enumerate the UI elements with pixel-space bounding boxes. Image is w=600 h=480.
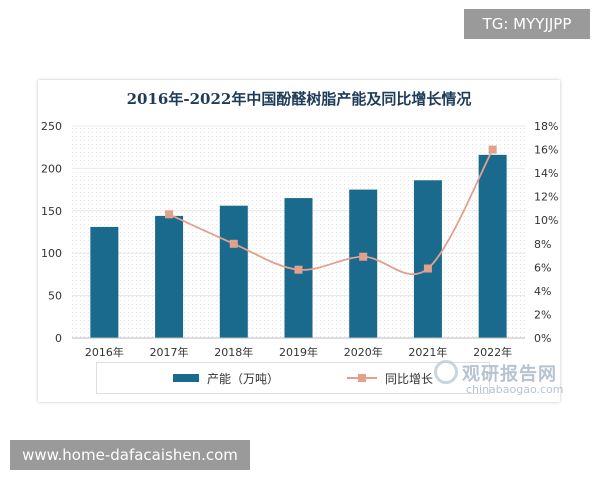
y2-axis-tick-label: 4%: [534, 285, 551, 298]
y-axis-tick-label: 200: [41, 162, 62, 175]
y2-axis-tick-label: 0%: [534, 332, 551, 345]
bar: [478, 154, 507, 338]
growth-marker: [165, 210, 174, 219]
watermark-cn: 观研报告网: [462, 364, 557, 385]
y2-axis-tick-label: 18%: [534, 120, 558, 133]
growth-marker: [229, 239, 238, 248]
legend-item-growth: 同比增长: [347, 363, 433, 393]
y2-axis-tick-label: 6%: [534, 261, 551, 274]
x-axis-tick-label: 2020年: [344, 345, 383, 359]
y2-axis-tick-label: 2%: [534, 308, 551, 321]
bar: [349, 189, 378, 338]
growth-marker: [423, 264, 432, 273]
tg-badge: TG: MYYJJPP: [464, 9, 590, 39]
legend-item-capacity: 产能（万吨）: [173, 363, 279, 393]
y2-axis-tick-label: 8%: [534, 238, 551, 251]
watermark-logo-icon: [434, 360, 458, 384]
watermark-en: chinabaogao.com: [466, 383, 564, 396]
chart-legend: 产能（万吨） 同比增长: [96, 362, 490, 394]
y-axis-tick-label: 250: [41, 120, 62, 133]
chinabaogao-watermark: 观研报告网 chinabaogao.com: [430, 356, 570, 400]
bar: [90, 226, 119, 338]
x-axis-tick-label: 2021年: [408, 345, 447, 359]
legend-bar-swatch: [173, 374, 199, 382]
y-axis-tick-label: 100: [41, 247, 62, 260]
y-axis-tick-label: 50: [48, 290, 62, 303]
growth-marker: [294, 265, 303, 274]
legend-label-growth: 同比增长: [385, 371, 434, 386]
bar: [219, 205, 248, 338]
growth-marker: [359, 252, 368, 261]
x-axis-tick-label: 2016年: [85, 345, 124, 359]
y2-axis-tick-label: 16%: [534, 144, 558, 157]
x-axis-tick-label: 2018年: [214, 345, 253, 359]
y2-axis-tick-label: 10%: [534, 214, 558, 227]
site-url-badge: www.home-dafacaishen.com: [10, 440, 250, 470]
legend-line-swatch: [347, 373, 377, 383]
growth-marker: [488, 145, 497, 154]
y2-axis-tick-label: 14%: [534, 167, 558, 180]
chart-title: 2016年-2022年中国酚醛树脂产能及同比增长情况: [126, 90, 472, 108]
legend-label-capacity: 产能（万吨）: [207, 371, 280, 386]
y-axis-tick-label: 0: [55, 332, 62, 345]
bar: [413, 180, 442, 338]
bar: [155, 215, 184, 338]
x-axis-tick-label: 2019年: [279, 345, 318, 359]
x-axis-tick-label: 2022年: [473, 345, 512, 359]
x-axis-tick-label: 2017年: [150, 345, 189, 359]
y2-axis-tick-label: 12%: [534, 191, 558, 204]
y-axis-tick-label: 150: [41, 205, 62, 218]
